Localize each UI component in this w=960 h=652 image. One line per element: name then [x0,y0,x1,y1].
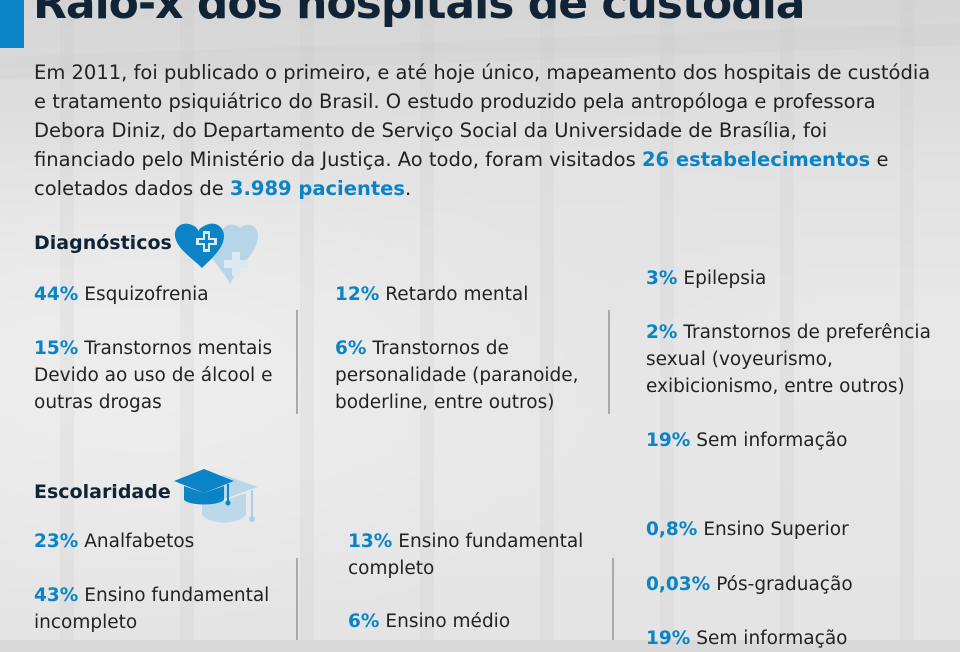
stat-label: Analfabetos [84,531,195,552]
stat-label: Transtornos mentais Devido ao uso de álc… [34,338,273,413]
title-accent-block [0,0,24,48]
intro-highlight-patients: 3.989 pacientes [229,177,405,200]
column-divider [608,310,610,414]
stat-percentage: 23% [34,531,79,552]
column-divider [296,558,298,640]
stat-label: Ensino médio [385,611,511,632]
intro-paragraph: Em 2011, foi publicado o primeiro, e até… [34,58,934,203]
stat-item: 23% Analfabetos [34,528,284,555]
stat-percentage: 2% [646,322,678,343]
stat-percentage: 6% [335,338,367,359]
stat-item: 13% Ensino fundamental completo [348,528,598,582]
stat-item: 44% Esquizofrenia [34,281,284,308]
stat-item: 0,8% Ensino Superior [646,516,946,543]
stat-percentage: 12% [335,284,380,305]
stat-percentage: 43% [34,585,79,606]
stat-label: Pós-graduação [716,574,853,595]
section-title-escolaridade: Escolaridade [34,481,171,503]
stat-label: Transtornos de personalidade (paranoide,… [335,338,579,413]
stat-item: 12% Retardo mental [335,281,595,308]
stat-item: 19% Sem informação [646,427,946,454]
page-title: Raio-x dos hospitais de custódia [33,0,805,29]
stat-item: 6% Ensino médio [348,608,608,635]
stat-item: 0,03% Pós-graduação [646,571,946,598]
stat-percentage: 6% [348,611,380,632]
stat-item: 15% Transtornos mentais Devido ao uso de … [34,335,279,416]
stat-item: 19% Sem informação [646,625,946,652]
hearts-medical-cross-icon [172,222,262,292]
stat-item: 3% Epilepsia [646,265,946,292]
stat-item: 2% Transtornos de preferência sexual (voy… [646,319,946,400]
stat-item: 43% Ensino fundamental incompleto [34,582,284,636]
stat-label: Epilepsia [683,268,767,289]
stat-label: Transtornos de preferência sexual (voyeu… [646,322,931,397]
stat-percentage: 0,8% [646,519,698,540]
stat-item: 6% Transtornos de personalidade (paranoid… [335,335,580,416]
intro-highlight-establishments: 26 estabelecimentos [641,148,871,171]
stat-percentage: 19% [646,430,691,451]
stat-label: Sem informação [696,430,848,451]
section-title-diagnosticos: Diagnósticos [34,232,172,254]
column-divider [612,558,614,640]
stat-label: Retardo mental [385,284,529,305]
stat-percentage: 3% [646,268,678,289]
intro-text-3: . [405,177,412,200]
graduation-cap-icon [172,465,262,535]
stat-label: Sem informação [696,628,848,649]
intro-text-1: Em 2011, foi publicado o primeiro, e até… [34,61,931,171]
intro-text-2: e coletados dados de [34,148,889,200]
stat-percentage: 13% [348,531,393,552]
stat-label: Esquizofrenia [84,284,209,305]
stat-percentage: 19% [646,628,691,649]
stat-label: Ensino fundamental completo [348,531,584,579]
stat-label: Ensino Superior [703,519,849,540]
column-divider [296,310,298,414]
stat-percentage: 0,03% [646,574,711,595]
stat-percentage: 44% [34,284,79,305]
stat-label: Ensino fundamental incompleto [34,585,270,633]
stat-percentage: 15% [34,338,79,359]
